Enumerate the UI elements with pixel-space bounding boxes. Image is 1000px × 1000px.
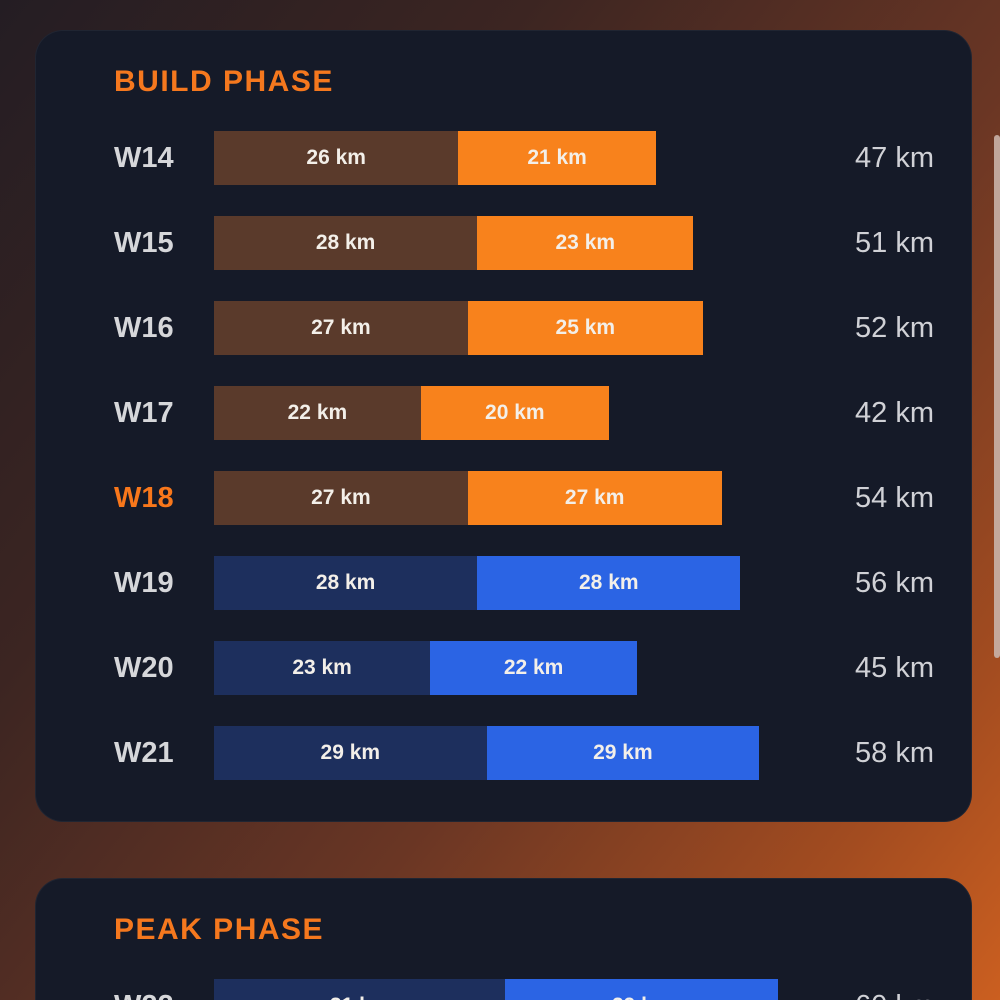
week-label: W19 — [114, 566, 174, 599]
week-total: 47 km — [855, 141, 934, 174]
weekly-volume-bar: 27 km 25 km — [214, 301, 703, 355]
week-row[interactable]: W20 23 km 22 km 45 km — [114, 641, 934, 695]
volume-bar-segment-1: 22 km — [214, 386, 421, 440]
volume-bar-segment-2: 28 km — [477, 556, 741, 610]
week-total: 56 km — [855, 566, 934, 599]
build-phase-rows: W14 26 km 21 km 47 km W15 28 km 23 km 51 km W16 2… — [114, 131, 934, 780]
week-label: W21 — [114, 736, 174, 769]
week-label: W14 — [114, 141, 174, 174]
volume-bar-segment-1: 29 km — [214, 726, 487, 780]
week-row[interactable]: W19 28 km 28 km 56 km — [114, 556, 934, 610]
volume-bar-segment-2: 23 km — [477, 216, 694, 270]
weekly-volume-bar: 28 km 23 km — [214, 216, 694, 270]
volume-bar-segment-2: 25 km — [467, 301, 703, 355]
week-row[interactable]: W18 27 km 27 km 54 km — [114, 471, 934, 525]
week-label: W17 — [114, 396, 174, 429]
week-total: 42 km — [855, 396, 934, 429]
volume-bar-segment-2: 20 km — [420, 386, 609, 440]
volume-bar-segment-1: 27 km — [214, 301, 468, 355]
weekly-volume-bar: 23 km 22 km — [214, 641, 637, 695]
week-row[interactable]: W21 29 km 29 km 58 km — [114, 726, 934, 780]
volume-bar-segment-1: 27 km — [214, 471, 468, 525]
volume-bar-segment-2: 29 km — [486, 726, 760, 780]
week-total: 51 km — [855, 226, 934, 259]
volume-bar-segment-1: 23 km — [214, 641, 431, 695]
volume-bar-segment-1: 28 km — [214, 556, 478, 610]
volume-bar-segment-1: 28 km — [214, 216, 478, 270]
volume-bar-segment-2: 27 km — [467, 471, 722, 525]
volume-bar-segment-1: 31 km — [214, 979, 506, 1000]
week-total: 60 km — [855, 990, 934, 1000]
week-total: 58 km — [855, 736, 934, 769]
week-row[interactable]: W14 26 km 21 km 47 km — [114, 131, 934, 185]
peak-phase-title: PEAK PHASE — [114, 913, 325, 946]
scrollbar-thumb[interactable] — [994, 135, 1000, 658]
week-total: 52 km — [855, 311, 934, 344]
weekly-volume-bar: 28 km 28 km — [214, 556, 741, 610]
weekly-volume-bar: 27 km 27 km — [214, 471, 722, 525]
volume-bar-segment-1: 26 km — [214, 131, 459, 185]
volume-bar-segment-2: 21 km — [458, 131, 656, 185]
week-label: W16 — [114, 311, 174, 344]
week-row[interactable]: W16 27 km 25 km 52 km — [114, 301, 934, 355]
volume-bar-segment-2: 29 km — [505, 979, 778, 1000]
weekly-volume-bar: 29 km 29 km — [214, 726, 760, 780]
weekly-volume-bar: 22 km 20 km — [214, 386, 609, 440]
week-total: 54 km — [855, 481, 934, 514]
build-phase-card: BUILD PHASE W14 26 km 21 km 47 km W15 28 km 23… — [35, 30, 972, 822]
week-total: 45 km — [855, 651, 934, 684]
week-label: W22 — [114, 990, 214, 1000]
week-label: W20 — [114, 651, 174, 684]
week-label: W18 — [114, 481, 174, 514]
week-row[interactable]: W17 22 km 20 km 42 km — [114, 386, 934, 440]
week-label: W15 — [114, 226, 174, 259]
week-row[interactable]: W15 28 km 23 km 51 km — [114, 216, 934, 270]
build-phase-title: BUILD PHASE — [114, 65, 334, 98]
volume-bar-segment-2: 22 km — [430, 641, 637, 695]
weekly-volume-bar: 26 km 21 km — [214, 131, 656, 185]
